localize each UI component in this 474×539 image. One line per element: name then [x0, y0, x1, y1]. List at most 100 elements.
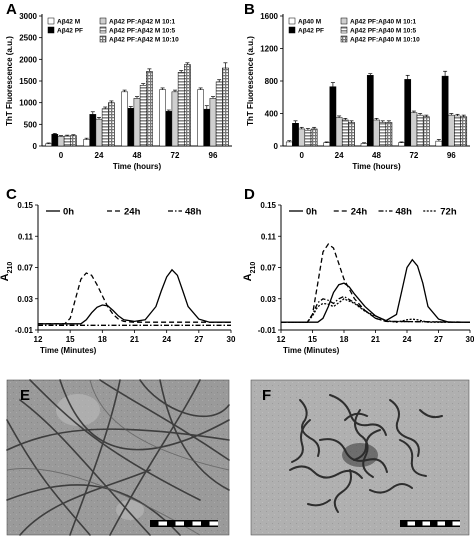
bar [57, 136, 65, 147]
panel-label-e: E [20, 387, 30, 404]
bar [45, 143, 52, 147]
legend-swatch [99, 35, 107, 43]
bar [304, 129, 312, 147]
bar [341, 119, 349, 147]
legend-label: 72h [440, 207, 457, 218]
bar [215, 81, 223, 147]
x-tick-label: 24 [403, 335, 412, 344]
bar [83, 139, 90, 147]
y-tick-label: 800 [265, 77, 279, 86]
chart-c-sec-ab42: -0.01 0.03 0.07 0.11 0.15 12 15 18 21 24 27 30 0h 24h… [0, 201, 236, 355]
x-tick-label: 72 [409, 151, 418, 160]
x-tick-label: 27 [194, 335, 203, 344]
bar [416, 114, 424, 147]
y-tick-label: 0.03 [260, 295, 276, 304]
bar [184, 64, 191, 147]
y-tick-label: -0.01 [15, 326, 34, 335]
bar [51, 134, 59, 147]
x-tick-label: 48 [133, 151, 142, 160]
y-tick-label: 0 [274, 142, 279, 151]
bar [127, 108, 135, 147]
panel-label-b: B [244, 1, 255, 18]
y-axis-title: A210 [0, 262, 14, 282]
bar [63, 135, 71, 147]
x-tick-label: 12 [277, 335, 286, 344]
legend-label: Aβ42 M [57, 19, 80, 26]
bar [447, 114, 455, 147]
bar [209, 98, 217, 147]
legend-swatch [99, 26, 107, 34]
legend-swatch [340, 35, 348, 43]
x-tick-label: 27 [434, 335, 443, 344]
y-axis-title-main: A [0, 273, 11, 281]
x-tick-label: 0 [299, 151, 304, 160]
bar [171, 91, 179, 147]
bar [310, 128, 318, 147]
y-axis-title-subscript: 210 [250, 262, 257, 274]
y-tick-label: 0.07 [17, 264, 33, 273]
y-tick-label: 0.11 [261, 232, 277, 241]
bar [95, 118, 103, 147]
bar [146, 71, 153, 147]
bar [404, 79, 412, 147]
bar [177, 72, 185, 147]
x-tick-label: 15 [66, 335, 75, 344]
bar [410, 112, 418, 147]
bar [441, 75, 449, 147]
x-tick-label: 72 [171, 151, 180, 160]
y-tick-label: 400 [265, 110, 279, 119]
x-axis-title: Time (Minutes) [40, 346, 97, 355]
x-tick-label: 15 [308, 335, 317, 344]
bar [165, 111, 173, 147]
legend-swatch [288, 26, 296, 34]
bar [139, 85, 147, 147]
legend-swatch [47, 17, 55, 25]
chart-b-tht-ab40: 0 400 800 1200 1600 0 24 48 72 96 Time (hours) ThT … [246, 12, 470, 171]
bar [133, 98, 141, 147]
y-tick-label: 0.11 [18, 232, 34, 241]
panel-label-c: C [6, 186, 17, 203]
x-tick-label: 21 [371, 335, 380, 344]
bar [385, 122, 393, 147]
x-tick-label: 30 [227, 335, 236, 344]
y-tick-label: 1000 [19, 99, 37, 108]
bar [70, 135, 77, 147]
x-tick-label: 24 [95, 151, 104, 160]
x-tick-label: 0 [59, 151, 64, 160]
x-axis-title: Time (hours) [113, 162, 162, 171]
bar [298, 128, 306, 147]
legend-label: Aβ40 M [298, 19, 321, 26]
y-tick-label: 0.07 [260, 264, 276, 273]
legend-label: Aβ42 PF [298, 28, 324, 35]
bar [454, 115, 461, 147]
panel-e-micrograph [6, 379, 230, 536]
y-tick-label: 0.15 [17, 201, 33, 210]
series-line-0h [38, 268, 231, 325]
legend-label: Aβ42 PF:Aβ40 M 10:10 [350, 37, 420, 44]
panel-label-a: A [6, 1, 17, 18]
x-tick-label: 21 [130, 335, 139, 344]
legend-swatch [340, 26, 348, 34]
y-tick-label: 2500 [19, 34, 37, 43]
y-tick-label: 0 [33, 142, 38, 151]
y-tick-label: 1200 [260, 45, 278, 54]
y-tick-label: -0.01 [258, 326, 277, 335]
bar [159, 89, 166, 147]
legend-label: 48h [185, 207, 202, 218]
bar [197, 89, 204, 147]
legend-label: Aβ42 PF [57, 28, 83, 35]
legend-label: Aβ42 PF:Aβ40 M 10:5 [350, 28, 416, 35]
legend-swatch [47, 26, 55, 34]
bar [348, 122, 355, 147]
bar [360, 143, 368, 147]
series-line-24h [281, 243, 471, 323]
legend-label: Aβ42 PF:Aβ42 M 10:1 [109, 19, 175, 26]
panel-f-micrograph [250, 379, 470, 536]
legend-label: 0h [306, 207, 317, 218]
y-axis-title: ThT Fluorescence (a.u.) [5, 36, 14, 126]
bar [292, 123, 299, 147]
legend-label: Aβ42 PF:Aβ40 M 10:1 [350, 19, 416, 26]
x-tick-label: 96 [447, 151, 456, 160]
legend-label: Aβ42 PF:Aβ42 M 10:10 [109, 37, 179, 44]
